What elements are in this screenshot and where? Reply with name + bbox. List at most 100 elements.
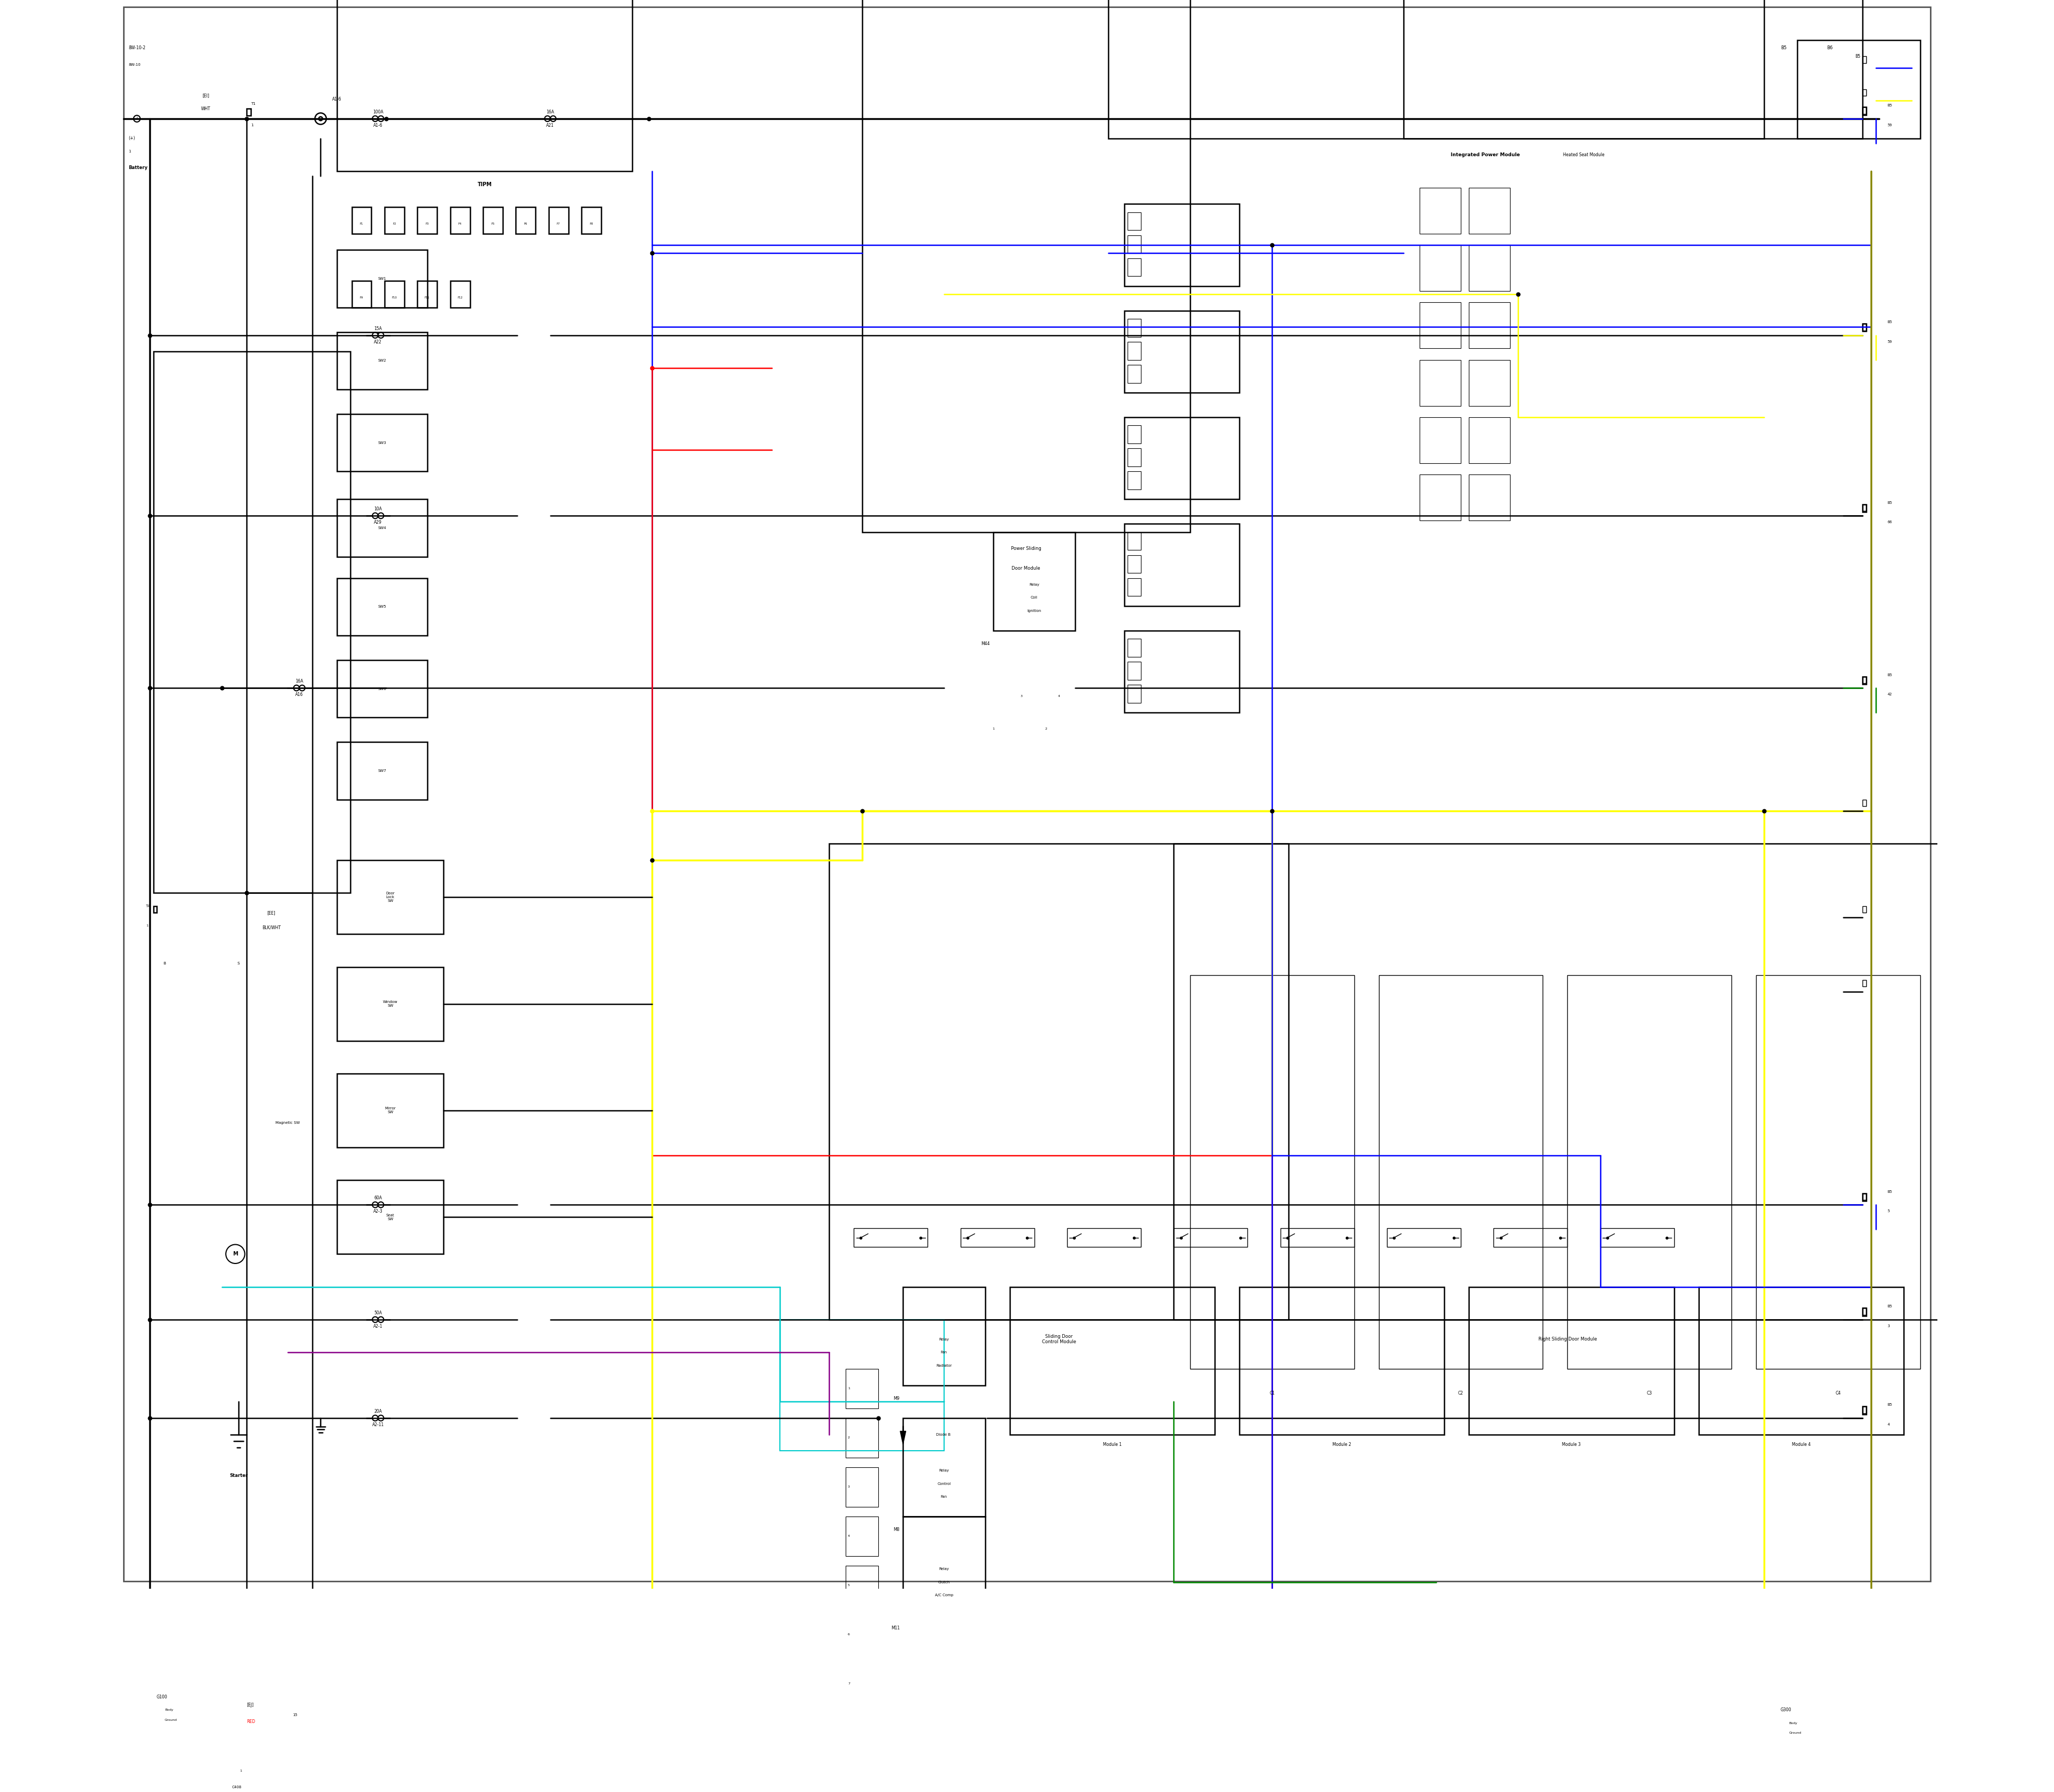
Bar (846, 1615, 879, 1654)
Bar (1863, 504, 1867, 513)
Text: A29: A29 (374, 520, 382, 525)
Bar (1756, 975, 1920, 1369)
Bar (417, 281, 438, 308)
Text: 6: 6 (848, 1633, 850, 1636)
Text: 10A: 10A (374, 507, 382, 511)
Text: Relay: Relay (939, 1337, 949, 1340)
Bar (337, 659, 427, 717)
Bar (1469, 303, 1510, 348)
Bar (337, 968, 444, 1041)
Text: SW6: SW6 (378, 686, 386, 690)
Text: 4: 4 (1058, 695, 1060, 697)
Text: B5: B5 (1888, 1403, 1892, 1407)
Bar (904, 1516, 986, 1615)
Bar (384, 281, 405, 308)
Text: Magnetic SW: Magnetic SW (275, 1122, 300, 1124)
Bar (846, 1468, 879, 1507)
Text: B5: B5 (1888, 674, 1892, 676)
Text: 3: 3 (1021, 695, 1023, 697)
Text: B5: B5 (1888, 502, 1892, 504)
Bar (1189, 975, 1354, 1369)
Text: Body: Body (164, 1710, 173, 1711)
Bar (846, 1665, 879, 1704)
Text: B5: B5 (1781, 47, 1787, 50)
Text: BLK/WHT: BLK/WHT (263, 925, 281, 930)
Bar (645, 1788, 651, 1792)
Text: Sliding Door
Control Module: Sliding Door Control Module (1041, 1333, 1076, 1344)
Text: A16: A16 (296, 692, 304, 697)
Bar (1699, 1287, 1904, 1434)
Text: 20A: 20A (374, 1409, 382, 1414)
Bar (1469, 475, 1510, 521)
Text: 16A: 16A (296, 679, 304, 685)
Bar (1863, 1308, 1867, 1315)
Text: Battery: Battery (129, 165, 148, 170)
Text: F10: F10 (392, 296, 396, 299)
Bar (581, 208, 602, 233)
Bar (1469, 360, 1510, 405)
Text: Relay: Relay (939, 1568, 949, 1570)
Bar (337, 249, 427, 308)
Bar (1128, 471, 1140, 489)
Bar (1128, 319, 1140, 337)
Text: C408: C408 (232, 1785, 242, 1788)
Text: S: S (238, 962, 240, 966)
Text: 66: 66 (1888, 521, 1892, 523)
Bar (417, 208, 438, 233)
Text: 3: 3 (1888, 1324, 1890, 1328)
Text: [EJ]: [EJ] (246, 1702, 255, 1708)
Bar (1863, 1308, 1867, 1315)
Text: RED: RED (246, 1719, 255, 1724)
Text: F2: F2 (392, 222, 396, 226)
Text: Module 1: Module 1 (1103, 1443, 1121, 1446)
Text: Seat
SW: Seat SW (386, 1213, 394, 1220)
Bar (1128, 638, 1140, 658)
Bar (548, 208, 569, 233)
Text: Relay: Relay (939, 1469, 949, 1473)
Text: Diode B: Diode B (937, 1434, 951, 1435)
Bar (1863, 324, 1867, 332)
Text: [EI]: [EI] (201, 93, 210, 99)
Bar (1128, 211, 1140, 229)
Bar (1128, 532, 1140, 550)
Text: Coil: Coil (1031, 597, 1037, 599)
Text: 5: 5 (848, 1584, 850, 1586)
Bar (1419, 418, 1460, 462)
Text: Ground: Ground (1789, 1731, 1801, 1735)
Text: Door
Lock
SW: Door Lock SW (386, 892, 394, 903)
Text: 8W-10-2: 8W-10-2 (129, 47, 146, 50)
Text: 59: 59 (1888, 340, 1892, 344)
Text: [EE]: [EE] (267, 910, 275, 916)
Text: 1: 1 (240, 1769, 242, 1772)
Text: M9: M9 (893, 1396, 900, 1401)
Bar (1863, 90, 1867, 95)
Bar (1011, 1287, 1214, 1434)
Bar (154, 351, 349, 892)
Bar (1124, 631, 1239, 713)
Text: Ignition: Ignition (1027, 609, 1041, 613)
Bar (337, 742, 427, 799)
Text: T4: T4 (146, 905, 150, 909)
Text: 2: 2 (1045, 728, 1048, 731)
Bar (1863, 504, 1867, 511)
Bar (854, 1228, 928, 1247)
Text: 4: 4 (1888, 1423, 1890, 1426)
Bar (1124, 523, 1239, 606)
Bar (1128, 342, 1140, 360)
Bar (1600, 1228, 1674, 1247)
Bar (384, 208, 405, 233)
Bar (1280, 1228, 1354, 1247)
Bar (1128, 556, 1140, 573)
Text: 15: 15 (294, 1713, 298, 1717)
Bar (1419, 360, 1460, 405)
Text: F5: F5 (491, 222, 495, 226)
Text: Module 2: Module 2 (1333, 1443, 1352, 1446)
Text: A22: A22 (374, 339, 382, 344)
Bar (781, 1319, 945, 1452)
Bar (351, 208, 372, 233)
Text: B: B (164, 962, 166, 966)
Text: WHT: WHT (201, 106, 212, 111)
Text: 60A: 60A (374, 1195, 382, 1201)
Text: SW3: SW3 (378, 441, 386, 444)
Bar (154, 907, 156, 912)
